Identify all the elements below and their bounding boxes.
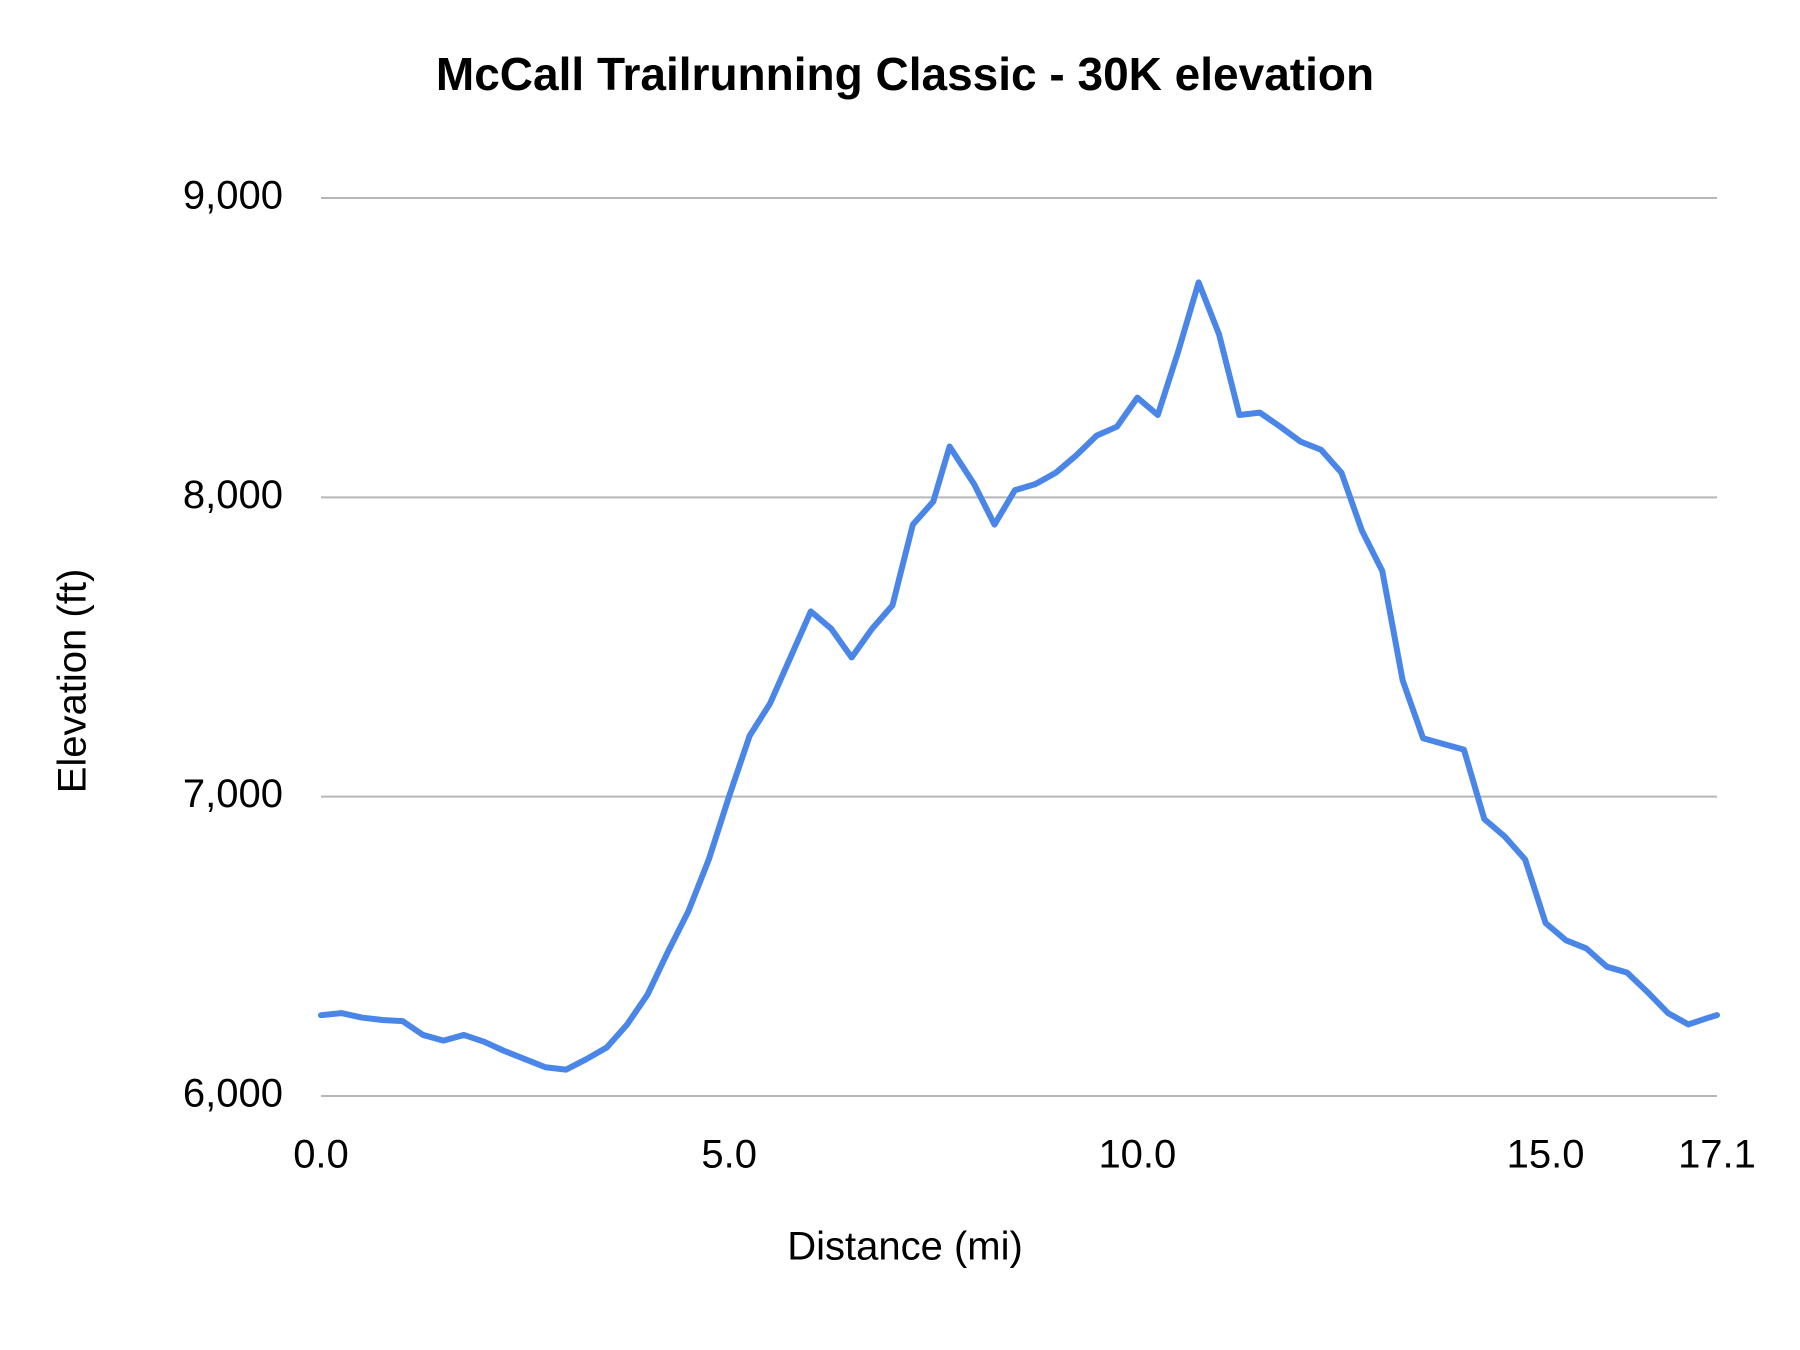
x-axis-label: Distance (mi)	[787, 1225, 1023, 1269]
x-tick-label: 0.0	[293, 1133, 349, 1177]
elevation-line	[318, 279, 1720, 1073]
chart-title: McCall Trailrunning Classic - 30K elevat…	[436, 48, 1374, 100]
y-tick-label: 7,000	[183, 772, 283, 816]
x-tick-label: 10.0	[1098, 1133, 1176, 1177]
x-tick-label: 17.1	[1678, 1133, 1756, 1177]
x-tick-label: 15.0	[1507, 1133, 1585, 1177]
y-tick-label: 6,000	[183, 1072, 283, 1116]
x-tick-label: 5.0	[701, 1133, 757, 1177]
y-tick-label: 9,000	[183, 174, 283, 218]
y-tick-label: 8,000	[183, 473, 283, 517]
y-axis-label: Elevation (ft)	[51, 569, 95, 794]
